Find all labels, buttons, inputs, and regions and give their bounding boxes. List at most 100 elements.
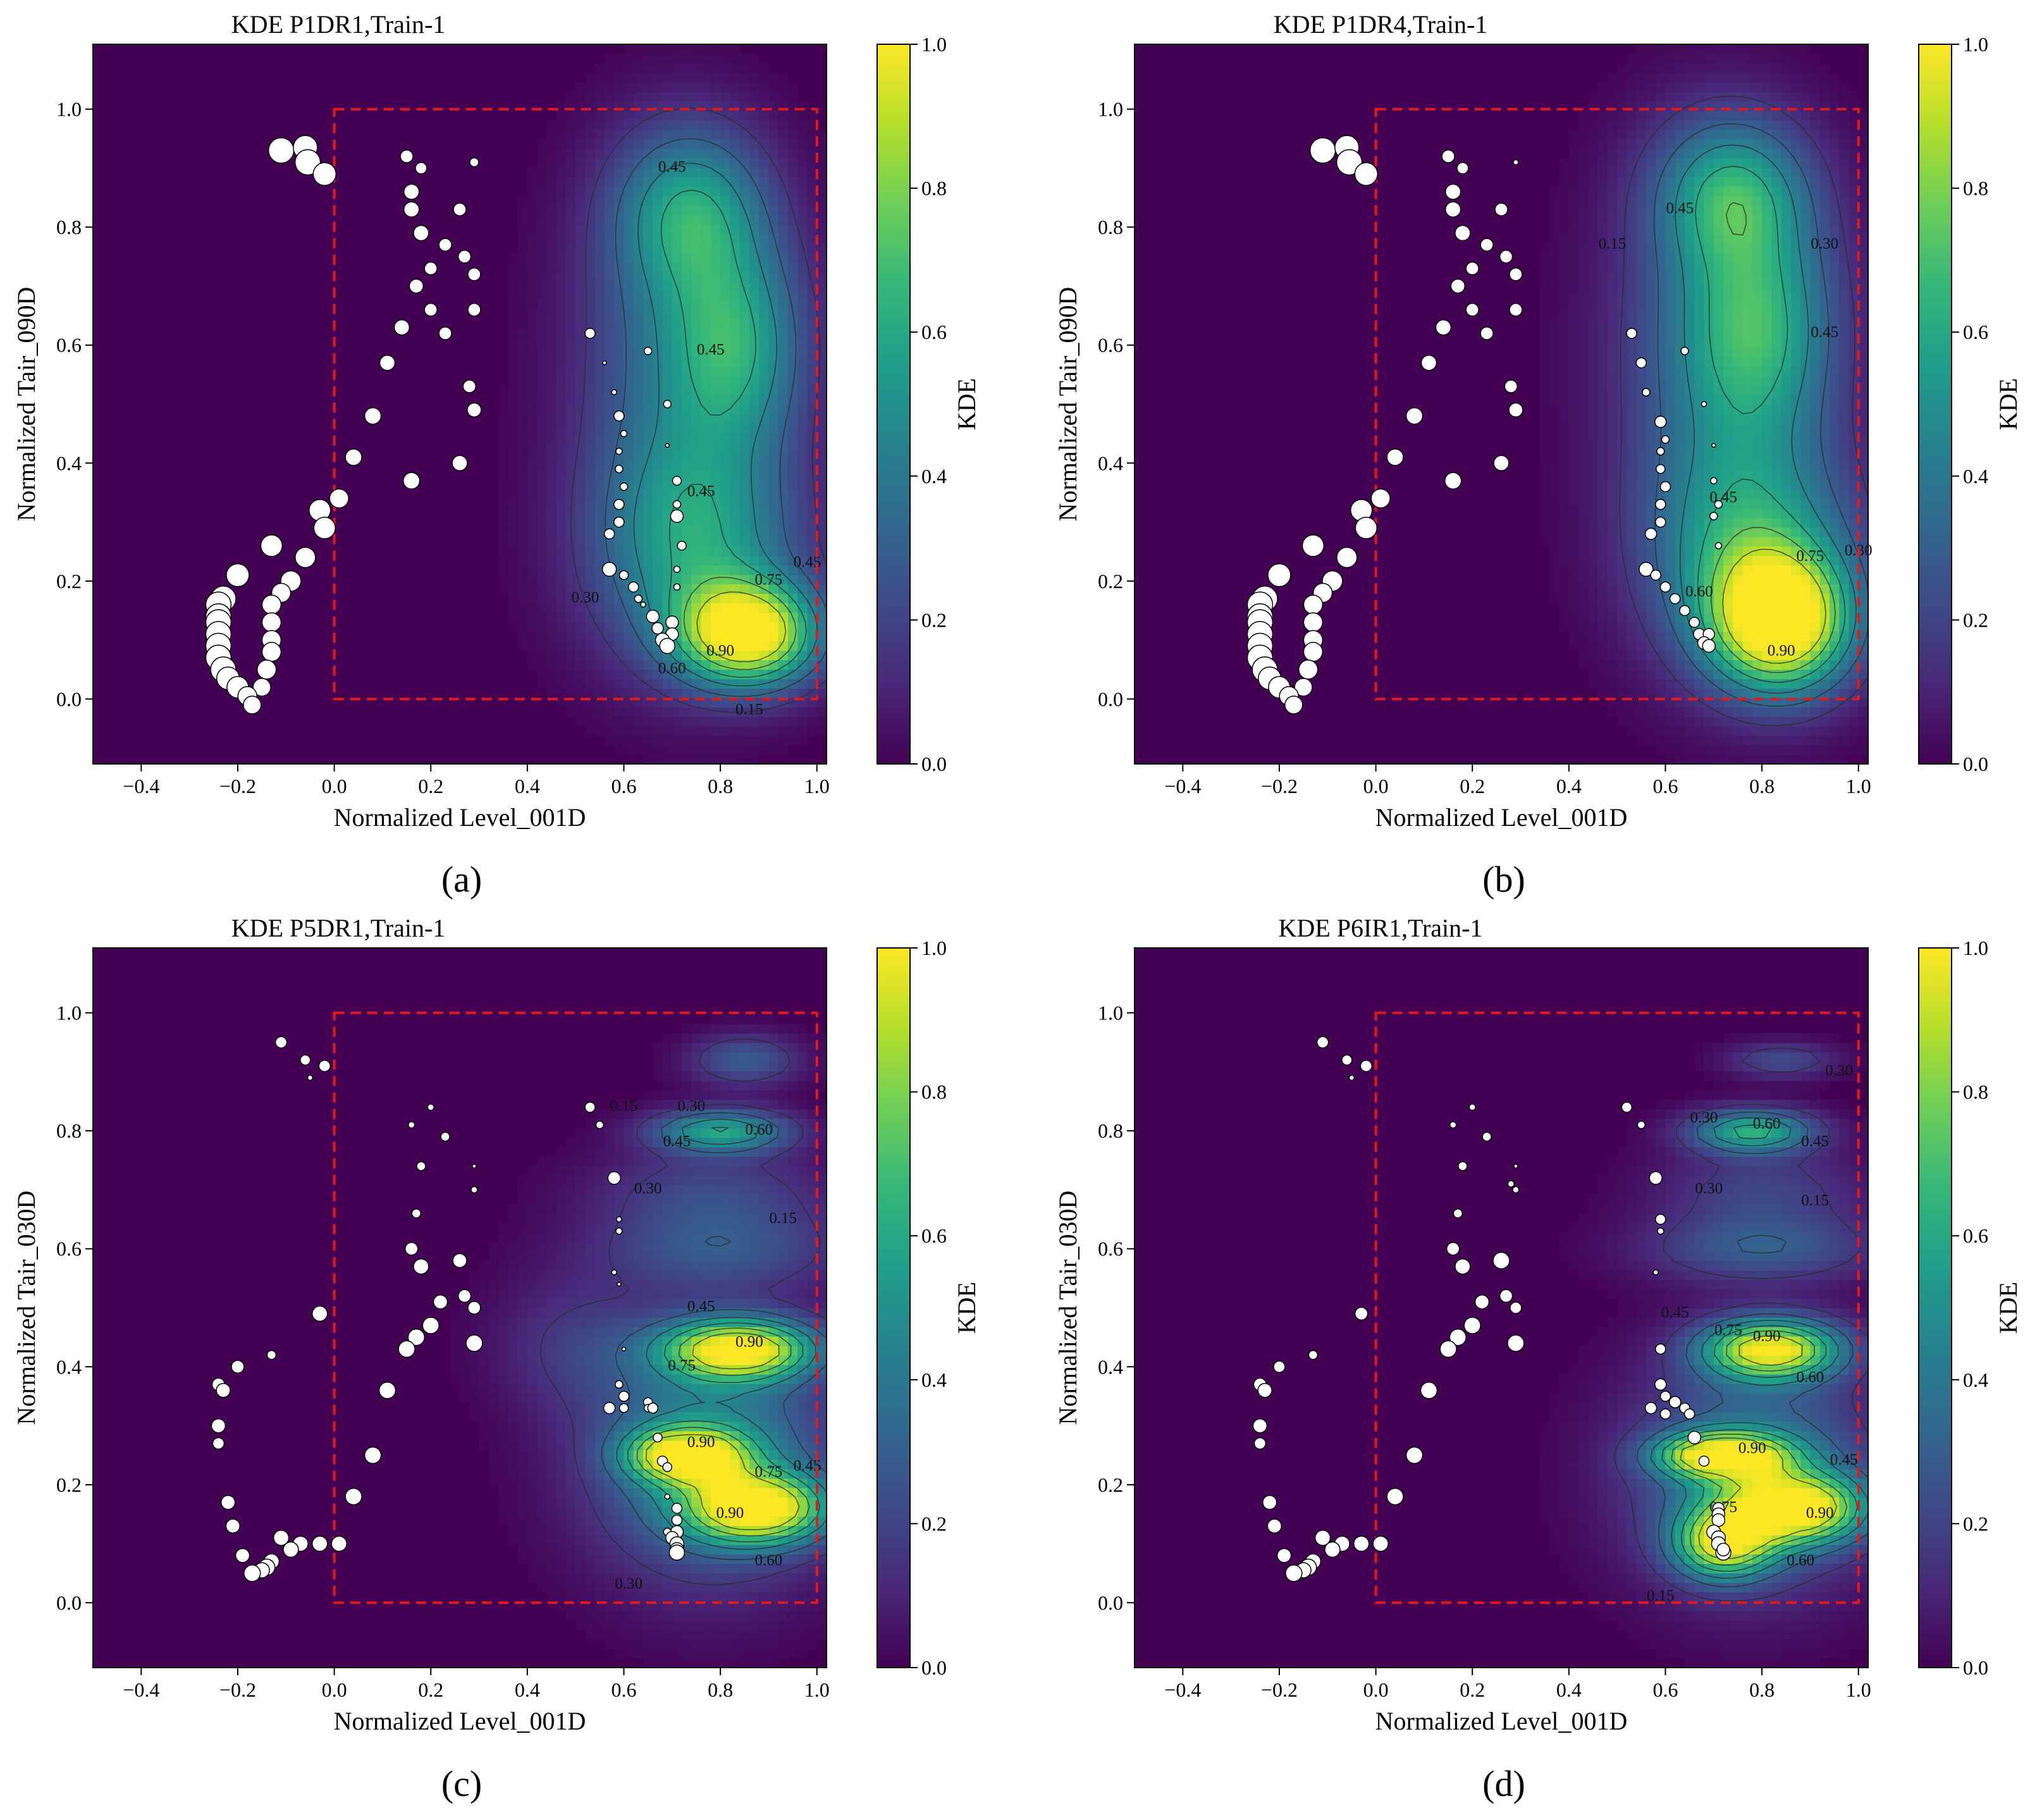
x-tick-label: 0.6 [1652,775,1678,797]
kde-cell [1665,54,1676,64]
kde-cell [710,688,721,698]
kde-cell [730,584,741,594]
kde-cell [1617,489,1628,500]
kde-cell [604,300,615,310]
kde-cell [585,385,596,395]
kde-cell [1656,224,1666,235]
data-point [1309,137,1336,164]
kde-cell [1559,252,1570,263]
kde-cell [1540,460,1551,471]
kde-cell [1617,120,1628,130]
kde-cell [797,233,808,244]
kde-cell [1858,470,1869,481]
kde-cell [759,593,770,604]
kde-cell [739,309,750,319]
kde-cell [624,129,634,140]
kde-cell [653,432,663,443]
data-point [313,517,336,539]
kde-cell [720,641,731,651]
kde-cell [1752,498,1762,509]
kde-cell [633,460,644,471]
kde-cell [527,281,538,291]
kde-cell [768,574,779,585]
kde-cell [653,536,663,547]
kde-cell [585,470,596,481]
kde-cell [1675,536,1685,547]
kde-cell [1559,432,1570,443]
kde-cell [556,574,567,585]
kde-cell [1540,281,1551,291]
data-point [1701,401,1707,407]
kde-cell [1839,688,1850,698]
kde-cell [1636,584,1647,594]
kde-cell [1636,338,1647,348]
data-point [469,157,479,168]
kde-cell [1800,641,1811,651]
kde-cell [575,110,586,121]
kde-cell [1675,148,1685,159]
kde-cell [1549,385,1560,395]
kde-cell [691,508,702,519]
kde-cell [1559,205,1570,216]
kde-cell [1781,622,1792,632]
kde-cell [1568,565,1579,575]
kde-cell [614,328,625,338]
kde-cell [643,186,653,197]
kde-cell [1733,120,1744,130]
kde-cell [585,319,596,329]
kde-cell [1723,309,1734,319]
kde-cell [643,148,653,159]
kde-cell [1646,593,1656,604]
kde-cell [575,688,586,698]
kde-cell [633,489,644,500]
contour-line [1619,95,1869,727]
kde-cell [1762,91,1773,102]
kde-cell [1675,63,1685,73]
kde-cell [1733,82,1744,92]
kde-cell [565,395,576,405]
kde-cell [527,660,538,670]
kde-cell [1752,300,1762,310]
kde-cell [1675,138,1685,149]
kde-cell [1839,641,1850,651]
kde-cell [527,612,538,623]
kde-cell [1588,593,1599,604]
kde-cell [749,347,760,357]
kde-cell [1752,110,1762,121]
kde-cell [1781,214,1792,225]
kde-cell [1849,243,1859,254]
kde-cell [1675,319,1685,329]
kde-cell [575,243,586,254]
kde-cell [1858,622,1869,632]
data-point [312,162,337,186]
kde-cell [1781,205,1792,216]
kde-cell [739,451,750,462]
kde-cell [575,252,586,263]
kde-cell [768,745,779,755]
kde-cell [1656,72,1666,83]
kde-cell [672,224,682,235]
kde-cell [565,120,576,130]
kde-cell [749,120,760,130]
kde-cell [691,148,702,159]
kde-cell [672,603,682,613]
kde-cell [517,631,528,642]
kde-cell [797,338,808,348]
kde-cell [691,195,702,206]
kde-cell [768,319,779,329]
kde-cell [768,195,779,206]
kde-cell [624,555,634,566]
kde-cell [1540,498,1551,509]
kde-cell [778,148,789,159]
kde-cell [643,555,653,566]
kde-cell [1839,546,1850,556]
kde-cell [575,498,586,509]
kde-cell [565,385,576,395]
kde-cell [701,603,711,613]
kde-cell [710,385,721,395]
kde-cell [1849,460,1859,471]
kde-cell [1723,603,1734,613]
kde-cell [720,138,731,149]
kde-cell [662,347,673,357]
kde-cell [1568,195,1579,206]
